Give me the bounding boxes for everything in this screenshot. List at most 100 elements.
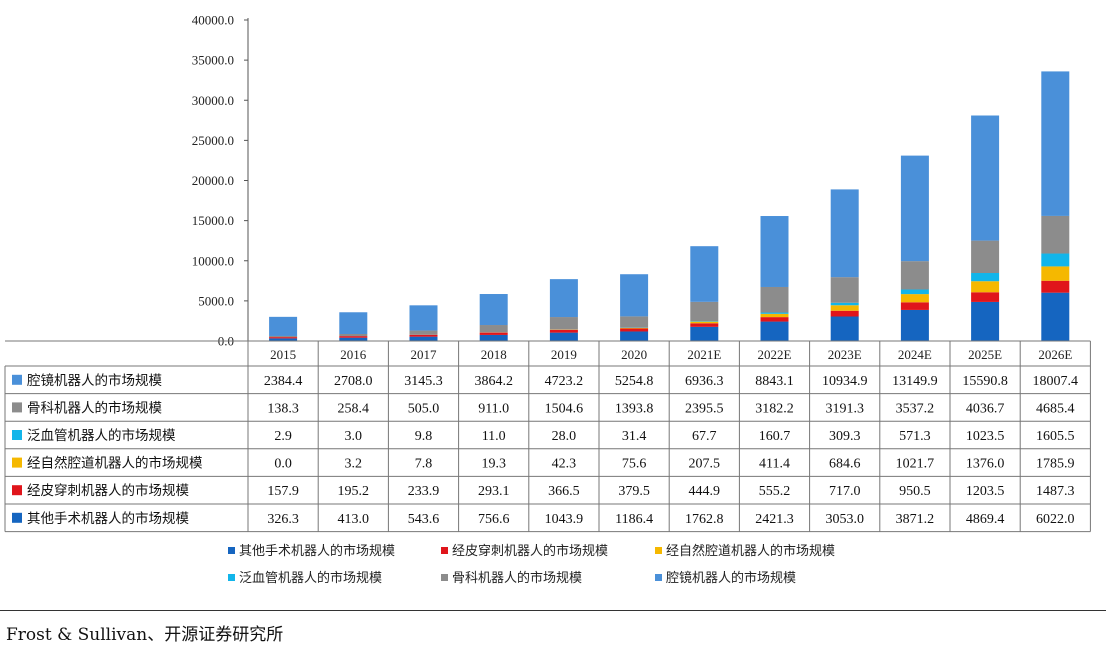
bar-segment bbox=[760, 313, 789, 318]
y-tick-label: 20000.0 bbox=[192, 173, 234, 188]
bar-segment bbox=[620, 328, 649, 332]
y-tick-label: 25000.0 bbox=[192, 133, 234, 148]
table-cell-value: 138.3 bbox=[267, 401, 299, 416]
x-category-label: 2026E bbox=[1038, 347, 1072, 362]
table-cell-value: 293.1 bbox=[478, 484, 510, 499]
legend-entry: 经皮穿刺机器人的市场规模 bbox=[452, 543, 608, 559]
table-cell-value: 1043.9 bbox=[545, 512, 584, 527]
bar-segment bbox=[690, 321, 719, 324]
y-tick-label: 30000.0 bbox=[192, 93, 234, 108]
table-cell-value: 10934.9 bbox=[822, 374, 868, 389]
bar-segment bbox=[1041, 253, 1070, 267]
bar-segment bbox=[900, 294, 929, 303]
bar-segment bbox=[690, 246, 719, 302]
bar-segment bbox=[760, 312, 789, 314]
source-divider bbox=[0, 610, 1106, 611]
table-cell-value: 3.0 bbox=[345, 429, 363, 444]
table-cell-value: 543.6 bbox=[408, 512, 440, 527]
table-cell-value: 1186.4 bbox=[615, 512, 653, 527]
table-cell-value: 15590.8 bbox=[962, 374, 1008, 389]
table-cell-value: 3053.0 bbox=[825, 512, 864, 527]
bar-segment bbox=[409, 330, 438, 335]
table-legend-swatch bbox=[12, 457, 22, 468]
table-cell-value: 950.5 bbox=[899, 484, 931, 499]
table-cell-value: 1023.5 bbox=[966, 429, 1005, 444]
y-tick-label: 15000.0 bbox=[192, 213, 234, 228]
bar-segment bbox=[479, 332, 508, 335]
bar-segment bbox=[620, 331, 649, 341]
table-legend-swatch bbox=[12, 485, 22, 496]
table-cell-value: 18007.4 bbox=[1033, 374, 1079, 389]
bar-segment bbox=[1041, 215, 1070, 254]
table-cell-value: 1021.7 bbox=[896, 457, 935, 472]
table-cell-value: 31.4 bbox=[622, 429, 647, 444]
table-cell-value: 756.6 bbox=[478, 512, 510, 527]
legend-entry: 腔镜机器人的市场规模 bbox=[666, 570, 796, 586]
bar-segment bbox=[760, 317, 789, 322]
legend-swatch bbox=[228, 547, 235, 554]
table-cell-value: 4685.4 bbox=[1036, 401, 1075, 416]
bar-segment bbox=[971, 273, 1000, 282]
bar-segment bbox=[479, 294, 508, 326]
table-cell-value: 0.0 bbox=[274, 457, 292, 472]
table-legend-swatch bbox=[12, 512, 22, 523]
y-tick-label: 5000.0 bbox=[198, 293, 234, 308]
bar-segment bbox=[971, 240, 1000, 274]
table-row-label: 经皮穿刺机器人的市场规模 bbox=[27, 482, 189, 499]
table-cell-value: 911.0 bbox=[478, 401, 509, 416]
legend-entry: 其他手术机器人的市场规模 bbox=[239, 543, 395, 559]
table-legend-swatch bbox=[12, 402, 22, 413]
table-cell-value: 2395.5 bbox=[685, 401, 724, 416]
bar-segment bbox=[409, 305, 438, 331]
table-cell-value: 3191.3 bbox=[825, 401, 864, 416]
table-cell-value: 3182.2 bbox=[755, 401, 794, 416]
bar-segment bbox=[479, 334, 508, 341]
legend-swatch bbox=[441, 574, 448, 581]
bar-segment bbox=[269, 316, 298, 336]
table-cell-value: 207.5 bbox=[689, 457, 721, 472]
y-tick-label: 35000.0 bbox=[192, 53, 234, 68]
x-category-label: 2017 bbox=[411, 347, 438, 362]
bar-segment bbox=[900, 289, 929, 295]
table-cell-value: 1393.8 bbox=[615, 401, 654, 416]
table-cell-value: 1785.9 bbox=[1036, 457, 1075, 472]
table-cell-value: 3537.2 bbox=[896, 401, 935, 416]
bar-segment bbox=[830, 310, 859, 317]
bar-segment bbox=[620, 274, 649, 317]
bar-segment bbox=[620, 327, 649, 329]
bar-segment bbox=[549, 329, 578, 333]
legend-swatch bbox=[655, 547, 662, 554]
table-cell-value: 4723.2 bbox=[545, 374, 584, 389]
bar-segment bbox=[409, 334, 438, 337]
bar-segment bbox=[900, 155, 929, 262]
table-cell-value: 8843.1 bbox=[755, 374, 794, 389]
table-cell-value: 2384.4 bbox=[264, 374, 303, 389]
bar-segment bbox=[1041, 266, 1070, 281]
table-cell-value: 6022.0 bbox=[1036, 512, 1075, 527]
table-cell-value: 444.9 bbox=[689, 484, 721, 499]
bar-segment bbox=[830, 316, 859, 341]
bar-segment bbox=[1041, 292, 1070, 341]
bar-segment bbox=[479, 325, 508, 333]
bar-segment bbox=[409, 336, 438, 341]
table-cell-value: 2421.3 bbox=[755, 512, 794, 527]
y-tick-label: 10000.0 bbox=[192, 253, 234, 268]
table-row-label: 经自然腔道机器人的市场规模 bbox=[27, 455, 203, 472]
bar-segment bbox=[830, 277, 859, 303]
bar-segment bbox=[971, 281, 1000, 293]
x-category-label: 2018 bbox=[481, 347, 507, 362]
bar-segment bbox=[900, 309, 929, 341]
bar-segment bbox=[830, 302, 859, 306]
table-cell-value: 233.9 bbox=[408, 484, 440, 499]
bar-segment bbox=[971, 115, 1000, 241]
x-category-label: 2016 bbox=[340, 347, 367, 362]
bar-segment bbox=[1041, 280, 1070, 293]
table-cell-value: 19.3 bbox=[481, 457, 506, 472]
table-cell-value: 75.6 bbox=[622, 457, 647, 472]
stacked-bar-chart: 0.0 5000.0 10000.0 15000.0 20000.0 25000.0 300… bbox=[4, 13, 1091, 586]
table-cell-value: 717.0 bbox=[829, 484, 861, 499]
bar-segment bbox=[760, 286, 789, 313]
table-cell-value: 11.0 bbox=[482, 429, 506, 444]
table-row-label: 腔镜机器人的市场规模 bbox=[27, 372, 162, 389]
table-cell-value: 67.7 bbox=[692, 429, 717, 444]
